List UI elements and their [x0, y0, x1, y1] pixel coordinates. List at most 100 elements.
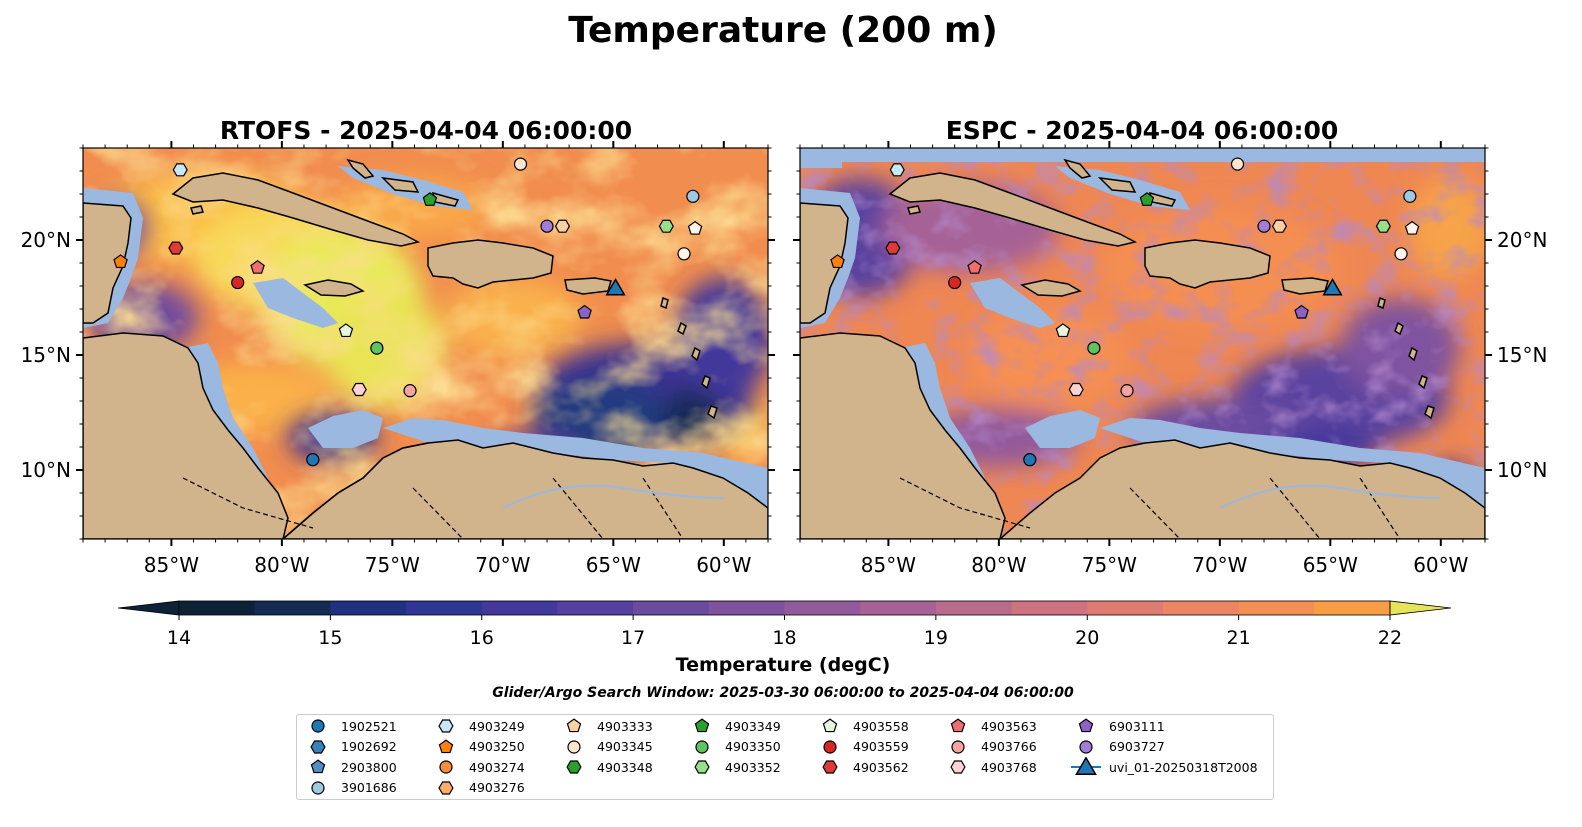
float-marker-4903766 [1120, 384, 1134, 398]
legend-marker-icon [950, 760, 966, 774]
legend-marker [822, 718, 838, 733]
legend-item: 4903333 [559, 716, 653, 736]
legend-marker [438, 738, 454, 753]
temperature-field-rtofs [83, 148, 768, 539]
legend-label: 4903250 [469, 739, 525, 754]
float-markers-espc [830, 157, 1420, 467]
legend-label: 4903558 [853, 718, 909, 734]
float-marker-4903766 [403, 384, 417, 398]
float-marker-6903111 [577, 304, 592, 319]
colorbar-tick-label: 19 [924, 627, 948, 649]
colorbar-tick-label: 18 [772, 627, 796, 649]
x-tick-label: 60°W [696, 553, 751, 577]
float-marker-4903563 [967, 259, 982, 274]
colorbar-segment [557, 601, 634, 615]
legend-label: 4903274 [469, 759, 525, 775]
legend-marker [566, 718, 582, 733]
colorbar-segment [708, 601, 785, 615]
y-tick-label: 10°N [1497, 458, 1547, 482]
legend-marker [311, 780, 325, 795]
ticks-rtofs: 85°W 80°W 75°W 70°W 65°W 60°W 10°N 15°N 20°N [21, 141, 775, 577]
temperature-field-espc [800, 148, 1485, 539]
legend-marker-icon [566, 760, 582, 774]
y-tick-label: 15°N [21, 343, 71, 367]
legend-marker [566, 760, 582, 774]
legend-item: 1902521 [303, 716, 397, 736]
colorbar-segment [179, 601, 256, 615]
legend-item: 4903558 [815, 716, 909, 736]
legend-marker [823, 739, 837, 754]
legend-item: 6903727 [1071, 737, 1165, 757]
float-marker-4903559 [231, 275, 245, 290]
legend-item: 4903274 [431, 757, 525, 777]
float-marker-4903562 [168, 241, 184, 255]
legend-marker-icon [310, 759, 326, 774]
colorbar-segment [254, 601, 331, 615]
float-marker-4903350 [370, 341, 384, 355]
legend-marker-icon [311, 780, 325, 795]
legend-label: 6903727 [1109, 739, 1165, 754]
float-marker-4903345 [1230, 157, 1245, 171]
legend-marker [950, 760, 966, 774]
x-tick-label: 75°W [1082, 553, 1137, 577]
y-tick-label: 10°N [21, 458, 71, 482]
colorbar-segment [1087, 601, 1164, 615]
float-marker-4903349 [422, 192, 438, 206]
float-marker-1902521 [306, 453, 320, 467]
colorbar-segment [784, 601, 861, 615]
legend-label: 4903349 [725, 718, 781, 734]
float-marker-4903558 [1055, 323, 1071, 338]
legend-item: 4903559 [815, 737, 909, 757]
legend-item: 4903250 [431, 737, 525, 757]
legend-item: uvi_01-20250318T2008 [1071, 757, 1258, 777]
axes-frame-rtofs [82, 147, 769, 540]
x-tick-label: 85°W [144, 553, 199, 577]
legend-label: 4903768 [981, 759, 1037, 775]
legend-item: 2903800 [303, 757, 397, 777]
float-marker-6903111 [1294, 304, 1309, 319]
float-marker-4903558 [338, 323, 354, 338]
legend-marker [438, 780, 454, 795]
legend-label: 4903352 [725, 759, 781, 775]
legend-marker-icon [438, 719, 454, 733]
legend-label: 4903562 [853, 759, 909, 775]
colorbar-segment [406, 601, 483, 615]
legend-item: 4903345 [559, 737, 653, 757]
legend-item: 4903352 [687, 757, 781, 777]
legend-marker-icon [695, 739, 709, 754]
float-marker-extra [554, 219, 571, 233]
legend-label: 4903348 [597, 759, 653, 775]
colorbar: 14 15 16 17 18 19 20 21 22 Temperature (degC) [117, 600, 1452, 676]
panel-espc: ESPC - 2025-04-04 06:00:00 [793, 116, 1547, 577]
legend-marker-icon [311, 719, 325, 733]
legend-marker [310, 739, 326, 754]
float-marker-4903563 [250, 259, 265, 274]
colorbar-segment [860, 601, 937, 615]
legend-marker [1075, 757, 1097, 776]
x-tick-label: 70°W [475, 553, 530, 577]
colorbar-ticks: 14 15 16 17 18 19 20 21 22 [167, 615, 1402, 649]
legend-marker-icon [438, 738, 454, 753]
x-tick-label: 80°W [254, 553, 309, 577]
legend-item: 6903111 [1071, 716, 1165, 736]
legend-label: 2903800 [341, 759, 397, 775]
legend-marker [438, 719, 454, 733]
legend-marker [694, 718, 710, 733]
y-tick-label: 20°N [1497, 228, 1547, 252]
legend-label: 6903111 [1109, 718, 1165, 734]
colorbar-tick-label: 20 [1075, 627, 1099, 649]
float-marker-4903562 [885, 241, 901, 255]
legend-label: 4903766 [981, 739, 1037, 754]
colorbar-tick-label: 16 [470, 627, 494, 649]
colorbar-segment [633, 601, 710, 615]
legend-label: 1902521 [341, 718, 397, 734]
legend-marker [695, 739, 709, 754]
panel-rtofs: RTOFS - 2025-04-04 06:00:00 [21, 116, 775, 577]
search-window-text: Glider/Argo Search Window: 2025-03-30 06… [492, 685, 1074, 701]
float-marker-extra [677, 247, 691, 261]
float-marker-4903352 [658, 219, 674, 233]
legend-item: 4903563 [943, 716, 1037, 736]
float-markers-rtofs [113, 157, 703, 467]
legend-marker [439, 760, 453, 774]
legend-label: uvi_01-20250318T2008 [1109, 759, 1258, 775]
